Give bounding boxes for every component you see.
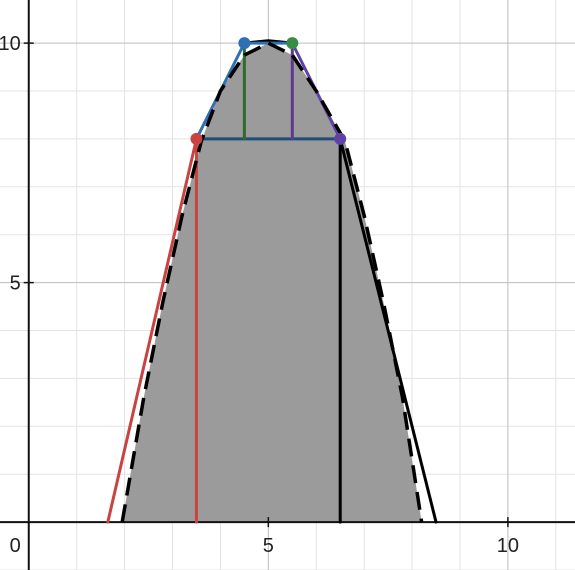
curve-0 [106, 137, 198, 524]
dashed-curve-11 [120, 41, 424, 523]
curve-layer [106, 39, 438, 524]
x-tick-label-5: 5 [263, 535, 274, 557]
point-1[interactable] [238, 37, 251, 50]
origin-tick-label: 0 [10, 535, 21, 557]
point-layer [190, 37, 347, 145]
point-3[interactable] [334, 132, 347, 145]
tick-label-layer: 0 5 10 5 10 [0, 33, 519, 557]
y-tick-label-10: 10 [0, 33, 21, 55]
point-2[interactable] [286, 37, 299, 50]
curve-1 [338, 137, 438, 524]
y-tick-label-5: 5 [10, 273, 21, 295]
x-tick-label-10: 10 [497, 535, 519, 557]
point-0[interactable] [190, 132, 203, 145]
